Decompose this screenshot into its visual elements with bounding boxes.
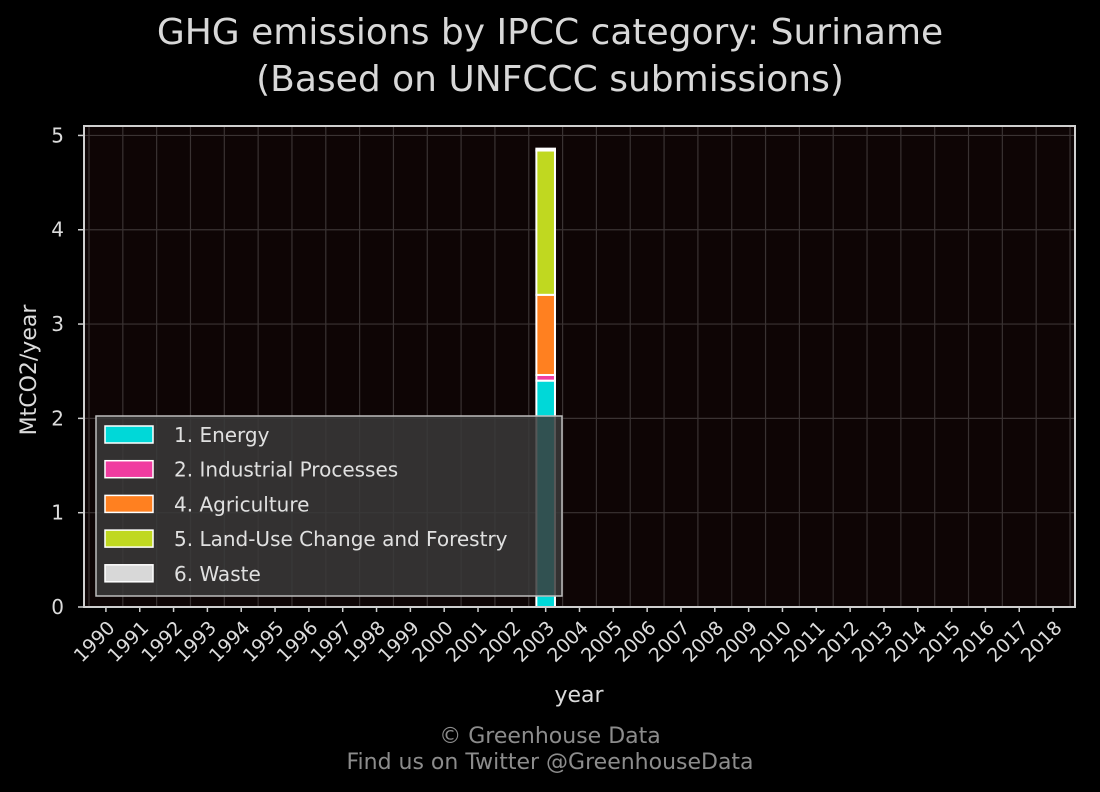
footer-twitter: Find us on Twitter @GreenhouseData — [346, 750, 754, 775]
y-axis-label: MtCO2/year — [17, 304, 42, 436]
legend-label: 1. Energy — [174, 423, 270, 447]
y-tick-label: 2 — [51, 406, 64, 430]
x-axis-label: year — [554, 683, 604, 708]
y-tick-label: 3 — [51, 312, 64, 336]
legend-label: 5. Land-Use Change and Forestry — [174, 527, 508, 551]
y-axis-ticks: 0 1 2 3 4 5 — [51, 123, 84, 619]
legend-swatch — [104, 459, 154, 479]
legend-swatch — [104, 494, 154, 514]
bar-segment — [535, 293, 556, 376]
x-axis-ticks: 1990199119921993199419951996199719981999… — [70, 607, 1067, 667]
legend-swatch — [104, 425, 154, 444]
legend-swatch — [104, 564, 154, 583]
legend-box — [95, 415, 563, 597]
chart-subtitle: (Based on UNFCCC submissions) — [256, 59, 844, 100]
y-tick-label: 0 — [51, 595, 64, 619]
y-tick-label: 5 — [51, 123, 64, 147]
y-tick-label: 4 — [51, 218, 64, 242]
bar-segment — [535, 147, 556, 152]
y-tick-label: 1 — [51, 501, 64, 525]
chart-title: GHG emissions by IPCC category: Suriname — [156, 12, 944, 53]
legend-label: 2. Industrial Processes — [174, 458, 398, 482]
legend-swatch — [104, 529, 154, 548]
footer-credit: © Greenhouse Data — [439, 724, 661, 749]
bar-segment — [535, 149, 556, 296]
legend-label: 4. Agriculture — [174, 492, 309, 516]
legend-label: 6. Waste — [174, 562, 261, 586]
legend: 1. Energy 2. Industrial Processes 4. Agric… — [95, 415, 563, 597]
